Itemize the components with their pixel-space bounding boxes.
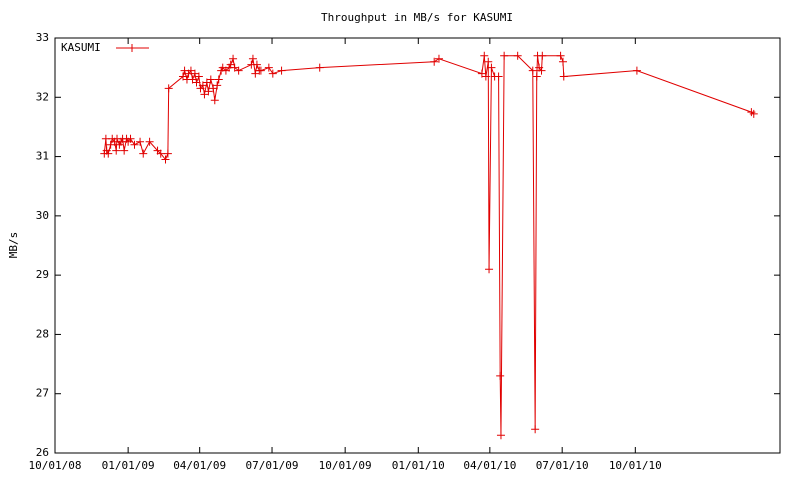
x-tick-label: 04/01/10 xyxy=(463,459,516,472)
point-marker xyxy=(537,66,546,75)
x-tick-label: 10/01/10 xyxy=(609,459,662,472)
point-marker xyxy=(194,72,203,81)
point-marker xyxy=(204,87,213,96)
point-marker xyxy=(161,155,170,164)
point-marker xyxy=(206,75,215,84)
point-marker xyxy=(164,84,173,93)
y-tick-label: 29 xyxy=(36,268,49,281)
point-marker xyxy=(749,109,758,118)
point-marker xyxy=(120,146,129,155)
point-marker xyxy=(494,72,503,81)
y-tick-label: 27 xyxy=(36,387,49,400)
y-axis-label: MB/s xyxy=(7,232,20,259)
point-marker xyxy=(559,72,568,81)
point-marker xyxy=(256,66,265,75)
point-marker xyxy=(126,134,135,143)
y-tick-label: 32 xyxy=(36,90,49,103)
point-marker xyxy=(264,63,273,72)
point-marker xyxy=(104,149,113,158)
point-marker xyxy=(213,81,222,90)
point-marker xyxy=(130,140,139,149)
y-tick-label: 28 xyxy=(36,327,49,340)
point-marker xyxy=(434,54,443,63)
point-marker xyxy=(430,57,439,66)
point-marker xyxy=(556,51,565,60)
point-marker xyxy=(531,425,540,434)
plot-frame xyxy=(54,37,781,454)
point-marker xyxy=(487,63,496,72)
point-marker xyxy=(315,63,324,72)
y-tick-label: 33 xyxy=(36,31,49,44)
point-marker xyxy=(496,371,505,380)
x-tick-label: 01/01/09 xyxy=(102,459,155,472)
point-marker xyxy=(156,149,165,158)
point-marker xyxy=(210,96,219,105)
point-marker xyxy=(252,60,261,69)
x-tick-label: 01/01/10 xyxy=(392,459,445,472)
point-marker xyxy=(528,66,537,75)
x-tick-label: 07/01/10 xyxy=(536,459,589,472)
point-marker xyxy=(229,54,238,63)
point-marker xyxy=(485,265,494,274)
point-marker xyxy=(632,66,641,75)
point-marker xyxy=(163,149,172,158)
point-marker xyxy=(480,51,489,60)
y-tick-label: 30 xyxy=(36,209,49,222)
data-line xyxy=(103,55,755,436)
point-marker xyxy=(481,72,490,81)
point-marker xyxy=(496,431,505,440)
point-marker xyxy=(139,149,148,158)
point-marker xyxy=(277,66,286,75)
point-marker xyxy=(214,75,223,84)
point-marker xyxy=(513,51,522,60)
point-marker xyxy=(234,66,243,75)
point-marker xyxy=(484,57,493,66)
y-tick-label: 31 xyxy=(36,150,49,163)
legend-marker xyxy=(128,44,136,52)
point-marker xyxy=(192,78,201,87)
legend-label: KASUMI xyxy=(61,41,101,54)
point-marker xyxy=(532,72,541,81)
x-tick-label: 07/01/09 xyxy=(246,459,299,472)
point-marker xyxy=(145,137,154,146)
point-marker xyxy=(136,137,145,146)
point-marker xyxy=(268,69,277,78)
chart-title: Throughput in MB/s for KASUMI xyxy=(321,11,513,24)
point-marker xyxy=(248,54,257,63)
y-tick-label: 26 xyxy=(36,446,49,459)
point-marker xyxy=(112,146,121,155)
point-marker xyxy=(558,57,567,66)
x-tick-label: 10/01/08 xyxy=(29,459,82,472)
point-marker xyxy=(538,51,547,60)
x-tick-label: 04/01/09 xyxy=(173,459,226,472)
x-tick-label: 10/01/09 xyxy=(319,459,372,472)
point-marker xyxy=(500,51,509,60)
